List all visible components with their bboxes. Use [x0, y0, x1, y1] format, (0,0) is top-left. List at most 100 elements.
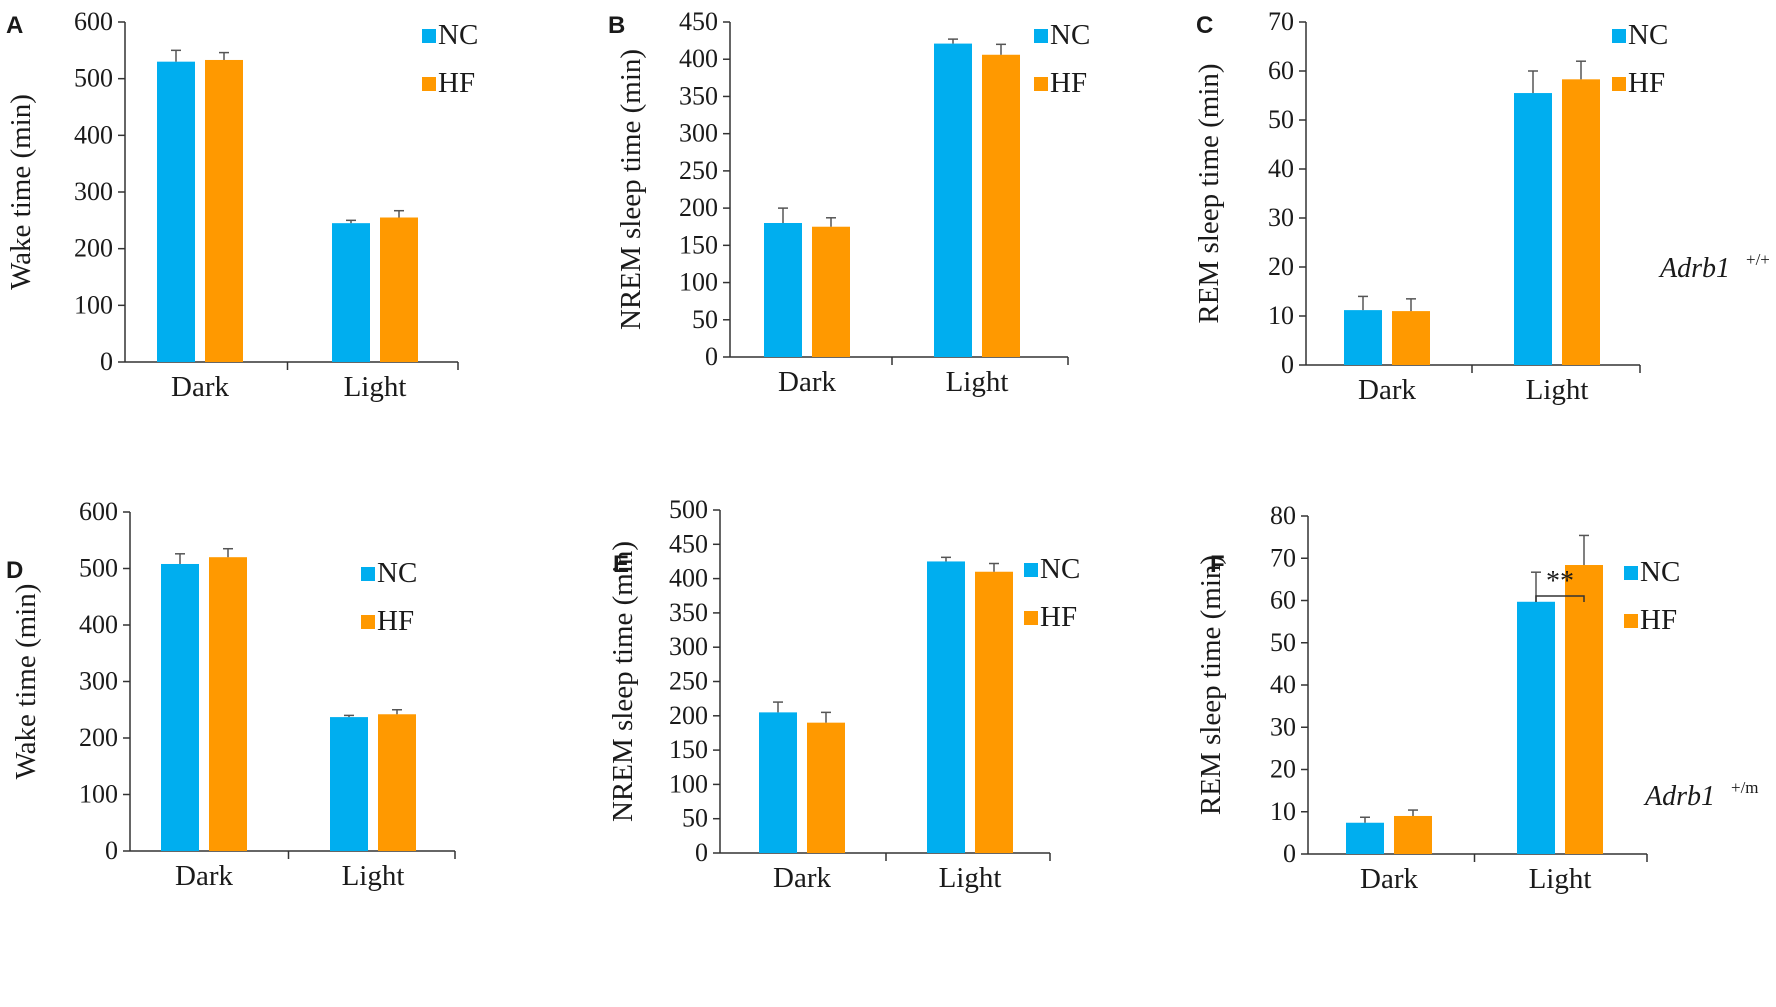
y-tick-label: 80: [1270, 501, 1296, 530]
y-tick-label: 0: [1281, 350, 1294, 379]
bar-nc-dark: [1344, 310, 1382, 365]
y-tick-label: 300: [669, 632, 708, 661]
bar-nc-dark: [161, 563, 199, 851]
y-tick-label: 300: [679, 119, 718, 148]
legend-label: HF: [1050, 67, 1087, 99]
y-tick-label: 600: [79, 497, 118, 526]
panel-letter: F: [1210, 551, 1225, 578]
bar-nc-light: [934, 43, 972, 357]
bar-hf-light: [982, 54, 1020, 357]
legend-swatch: [422, 29, 436, 43]
legend-swatch: [1024, 563, 1038, 577]
chart-panel-f: F 0 10 20 30 40 50 60 70 80 REM sleep time (min) Da…: [1195, 501, 1759, 895]
x-tick-label: Dark: [1358, 374, 1416, 406]
y-tick-label: 400: [79, 610, 118, 639]
bar-nc-dark: [1346, 822, 1384, 854]
chart-panel-a: A 0 100 200 300 400 500 600 Wake time (min) Dark L…: [5, 7, 478, 403]
bar-hf-dark: [209, 557, 247, 851]
y-tick-label: 350: [669, 598, 708, 627]
y-tick-label: 200: [79, 723, 118, 752]
y-tick-label: 0: [1283, 839, 1296, 868]
bar-hf-dark: [205, 59, 243, 362]
y-tick-label: 500: [74, 64, 113, 93]
significance-bracket: [1535, 595, 1585, 602]
y-tick-label: 0: [100, 347, 113, 376]
y-tick-label: 200: [669, 701, 708, 730]
y-tick-label: 50: [1268, 105, 1294, 134]
bar-nc-light: [330, 717, 368, 851]
x-tick-label: Light: [1526, 374, 1589, 406]
legend-label: HF: [1640, 604, 1677, 636]
bar-nc-light: [1517, 601, 1555, 854]
y-tick-label: 50: [1270, 628, 1296, 657]
y-axis-label: NREM sleep time (min): [615, 49, 647, 330]
y-tick-label: 150: [679, 230, 718, 259]
y-tick-label: 100: [679, 268, 718, 297]
legend-label: NC: [1050, 19, 1090, 51]
y-tick-label: 50: [692, 305, 718, 334]
y-tick-label: 400: [679, 44, 718, 73]
bar-hf-dark: [807, 722, 845, 853]
panel-letter: E: [613, 551, 629, 578]
y-tick-label: 60: [1268, 56, 1294, 85]
x-tick-label: Dark: [778, 366, 836, 398]
y-axis-label: Wake time (min): [10, 584, 42, 780]
y-tick-label: 70: [1270, 543, 1296, 572]
y-tick-label: 250: [679, 156, 718, 185]
bar-nc-dark: [764, 223, 802, 357]
chart-panel-c: C 0 10 20 30 40 50 60 70 REM sleep time (min) Dark…: [1193, 7, 1770, 406]
bar-hf-dark: [1394, 815, 1432, 854]
y-tick-label: 600: [74, 7, 113, 36]
panel-letter: D: [6, 557, 23, 584]
x-tick-label: Light: [1529, 863, 1592, 895]
legend-swatch: [1624, 614, 1638, 628]
chart-panel-e: E 0 50 100 150 200 250 300 350 400 450 500 NREM slee…: [607, 495, 1080, 894]
y-tick-label: 150: [669, 735, 708, 764]
chart-panel-d: D 0 100 200 300 400 500 600 Wake time (min) Dark L…: [6, 497, 456, 892]
y-axis-label: Wake time (min): [5, 94, 37, 290]
y-tick-label: 450: [669, 529, 708, 558]
y-tick-label: 350: [679, 81, 718, 110]
y-tick-label: 400: [74, 120, 113, 149]
legend-swatch: [1034, 29, 1048, 43]
legend-swatch: [1612, 77, 1626, 91]
chart-panel-b: B 0 50 100 150 200 250 300 350 400 450 NREM sleep t…: [608, 7, 1090, 398]
bar-hf-light: [378, 714, 416, 851]
bar-hf-dark: [1392, 311, 1430, 365]
x-tick-label: Dark: [1360, 863, 1418, 895]
legend-label: HF: [1628, 67, 1665, 99]
y-tick-label: 50: [682, 804, 708, 833]
y-tick-label: 300: [79, 667, 118, 696]
y-tick-label: 200: [74, 234, 113, 263]
bar-hf-light: [975, 571, 1013, 853]
significance-label: **: [1546, 566, 1574, 597]
y-tick-label: 100: [79, 780, 118, 809]
bar-nc-dark: [759, 712, 797, 853]
y-axis-label: NREM sleep time (min): [607, 541, 639, 822]
bar-nc-light: [332, 223, 370, 362]
bar-hf-dark: [812, 226, 850, 357]
x-tick-label: Light: [342, 860, 405, 892]
y-tick-label: 10: [1268, 301, 1294, 330]
y-tick-label: 0: [105, 836, 118, 865]
legend-swatch: [361, 567, 375, 581]
legend-swatch: [361, 615, 375, 629]
y-tick-label: 40: [1270, 670, 1296, 699]
legend-label: NC: [1040, 553, 1080, 585]
legend-swatch: [1034, 77, 1048, 91]
y-tick-label: 200: [679, 193, 718, 222]
legend-label: NC: [1640, 556, 1680, 588]
y-tick-label: 30: [1270, 712, 1296, 741]
panel-letter: C: [1196, 12, 1213, 39]
x-tick-label: Dark: [171, 371, 229, 403]
y-tick-label: 30: [1268, 203, 1294, 232]
panel-letter: A: [6, 12, 23, 39]
y-tick-label: 60: [1270, 586, 1296, 615]
x-tick-label: Light: [344, 371, 407, 403]
y-tick-label: 400: [669, 564, 708, 593]
y-tick-label: 10: [1270, 797, 1296, 826]
y-tick-label: 450: [679, 7, 718, 36]
legend-label: HF: [1040, 601, 1077, 633]
x-tick-label: Dark: [175, 860, 233, 892]
